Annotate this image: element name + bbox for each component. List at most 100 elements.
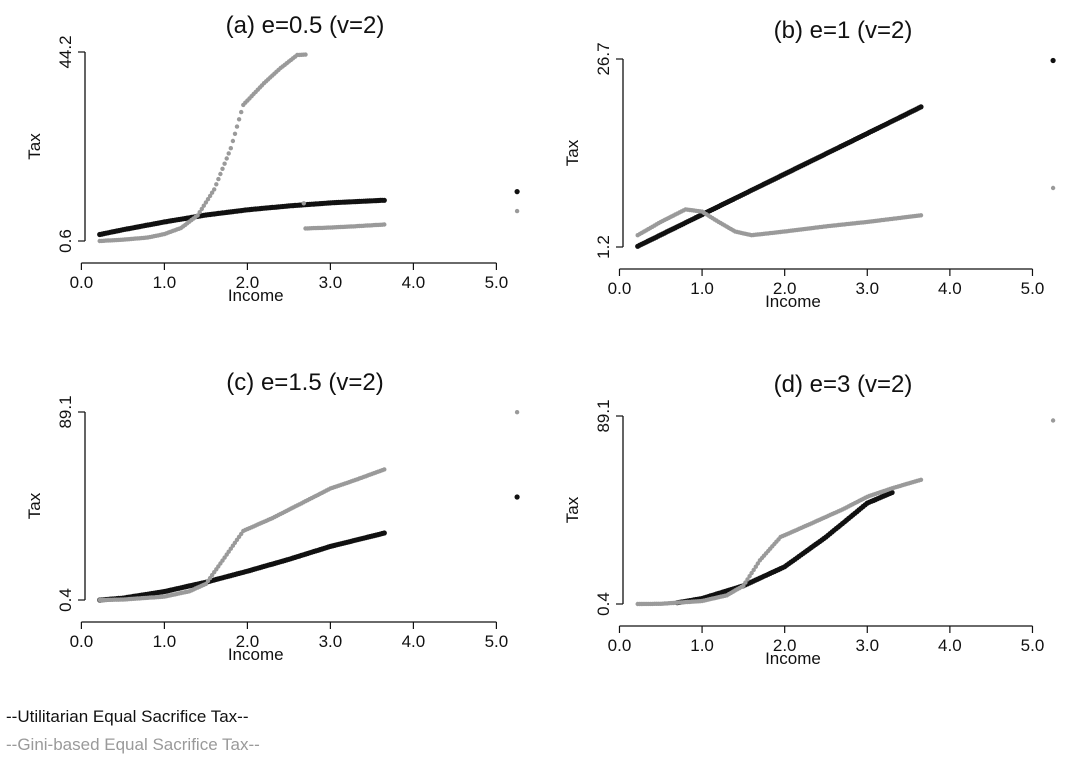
data-point (224, 156, 229, 161)
x-tick-label: 2.0 (236, 632, 260, 651)
data-point (889, 489, 895, 496)
y-tick-label: 0.4 (56, 588, 75, 612)
data-point (1050, 185, 1056, 191)
data-point (382, 222, 387, 227)
data-point (303, 52, 308, 57)
y-tick-label: 44.2 (56, 35, 75, 68)
data-point (195, 213, 200, 218)
x-tick-label: 4.0 (402, 273, 426, 292)
data-point (214, 182, 219, 187)
x-tick-label: 2.0 (773, 279, 797, 298)
data-point (209, 190, 215, 195)
series-gini (97, 52, 520, 244)
panel-2: (c) e=1.5 (v=2) 0.0 1.0 2.0 3.0 4.0 5.0 0.4 89.1… (25, 369, 520, 664)
data-point (918, 477, 924, 482)
x-tick-label: 5.0 (1021, 279, 1045, 298)
panel-1: (b) e=1 (v=2) 0.0 1.0 2.0 3.0 4.0 5.0 1.2 26.7 In… (563, 17, 1056, 311)
data-point (749, 570, 754, 576)
data-point (751, 567, 756, 573)
data-point (381, 530, 387, 536)
x-tick-label: 2.0 (236, 273, 260, 292)
series-gini (635, 418, 1056, 607)
series-utilitarian (674, 489, 895, 606)
x-axis-label: Income (765, 292, 821, 311)
data-point (218, 171, 223, 177)
x-tick-label: 0.0 (608, 279, 632, 298)
data-point (382, 467, 387, 472)
x-tick-label: 5.0 (485, 632, 509, 651)
data-point (743, 580, 748, 585)
panel-title: (c) e=1.5 (v=2) (226, 369, 383, 396)
x-tick-label: 1.0 (690, 279, 714, 298)
data-point (212, 187, 217, 192)
x-tick-label: 0.0 (70, 273, 94, 292)
y-axis-label: Tax (25, 133, 44, 160)
data-point (222, 161, 227, 166)
data-point (230, 138, 236, 144)
y-axis-label: Tax (563, 139, 582, 166)
panel-title: (a) e=0.5 (v=2) (226, 12, 385, 39)
panel-3: (d) e=3 (v=2) 0.0 1.0 2.0 3.0 4.0 5.0 0.4 89.1 In… (563, 371, 1056, 668)
data-point (753, 564, 758, 569)
x-tick-label: 3.0 (855, 279, 879, 298)
data-point (755, 561, 760, 566)
x-tick-label: 0.0 (608, 636, 632, 655)
series-utilitarian (97, 189, 520, 238)
data-point (514, 189, 520, 195)
data-point (205, 197, 211, 202)
x-axis-label: Income (228, 645, 284, 664)
series-gini (635, 185, 1056, 238)
data-point (514, 208, 520, 214)
data-point (199, 206, 204, 212)
x-tick-label: 1.0 (153, 632, 177, 651)
data-point (301, 201, 306, 206)
data-point (514, 410, 520, 415)
y-tick-label: 89.1 (56, 395, 75, 428)
y-tick-label: 0.6 (56, 229, 75, 253)
x-tick-label: 2.0 (773, 636, 797, 655)
x-tick-label: 3.0 (319, 273, 343, 292)
series-gini (97, 410, 520, 603)
series-utilitarian (635, 57, 1056, 249)
data-point (514, 494, 520, 500)
data-point (381, 197, 387, 203)
x-tick-label: 3.0 (855, 636, 879, 655)
panel-0: (a) e=0.5 (v=2) 0.0 1.0 2.0 3.0 4.0 5.0 0.6 44.2… (25, 12, 520, 305)
data-point (918, 104, 924, 110)
data-point (1050, 57, 1056, 64)
data-point (918, 213, 924, 218)
y-axis-label: Tax (25, 492, 44, 519)
data-point (236, 117, 242, 122)
data-point (201, 203, 206, 208)
data-point (1050, 418, 1056, 423)
legend-gini: --Gini-based Equal Sacrifice Tax-- (6, 735, 260, 754)
x-axis-label: Income (228, 286, 284, 305)
data-point (234, 124, 240, 129)
x-tick-label: 5.0 (1021, 636, 1045, 655)
x-tick-label: 0.0 (70, 632, 94, 651)
legend-utilitarian: --Utilitarian Equal Sacrifice Tax-- (6, 707, 249, 726)
data-point (197, 210, 202, 215)
x-tick-label: 1.0 (153, 273, 177, 292)
x-tick-label: 4.0 (938, 279, 962, 298)
series-utilitarian (97, 494, 520, 603)
data-point (220, 166, 225, 171)
figure: (a) e=0.5 (v=2) 0.0 1.0 2.0 3.0 4.0 5.0 0.6 44.2… (25, 12, 1056, 668)
panel-title: (d) e=3 (v=2) (774, 371, 913, 398)
data-point (228, 146, 233, 151)
data-point (207, 193, 213, 199)
x-tick-label: 4.0 (938, 636, 962, 655)
data-point (226, 151, 231, 156)
x-tick-label: 1.0 (690, 636, 714, 655)
y-axis-label: Tax (563, 496, 582, 523)
data-point (741, 583, 746, 588)
y-tick-label: 89.1 (594, 399, 613, 432)
data-point (216, 176, 221, 182)
x-tick-label: 3.0 (319, 632, 343, 651)
x-axis-label: Income (765, 649, 821, 668)
x-tick-label: 4.0 (402, 632, 426, 651)
data-point (203, 200, 209, 205)
y-tick-label: 26.7 (594, 42, 613, 75)
data-point (232, 131, 238, 136)
data-point (239, 109, 244, 115)
